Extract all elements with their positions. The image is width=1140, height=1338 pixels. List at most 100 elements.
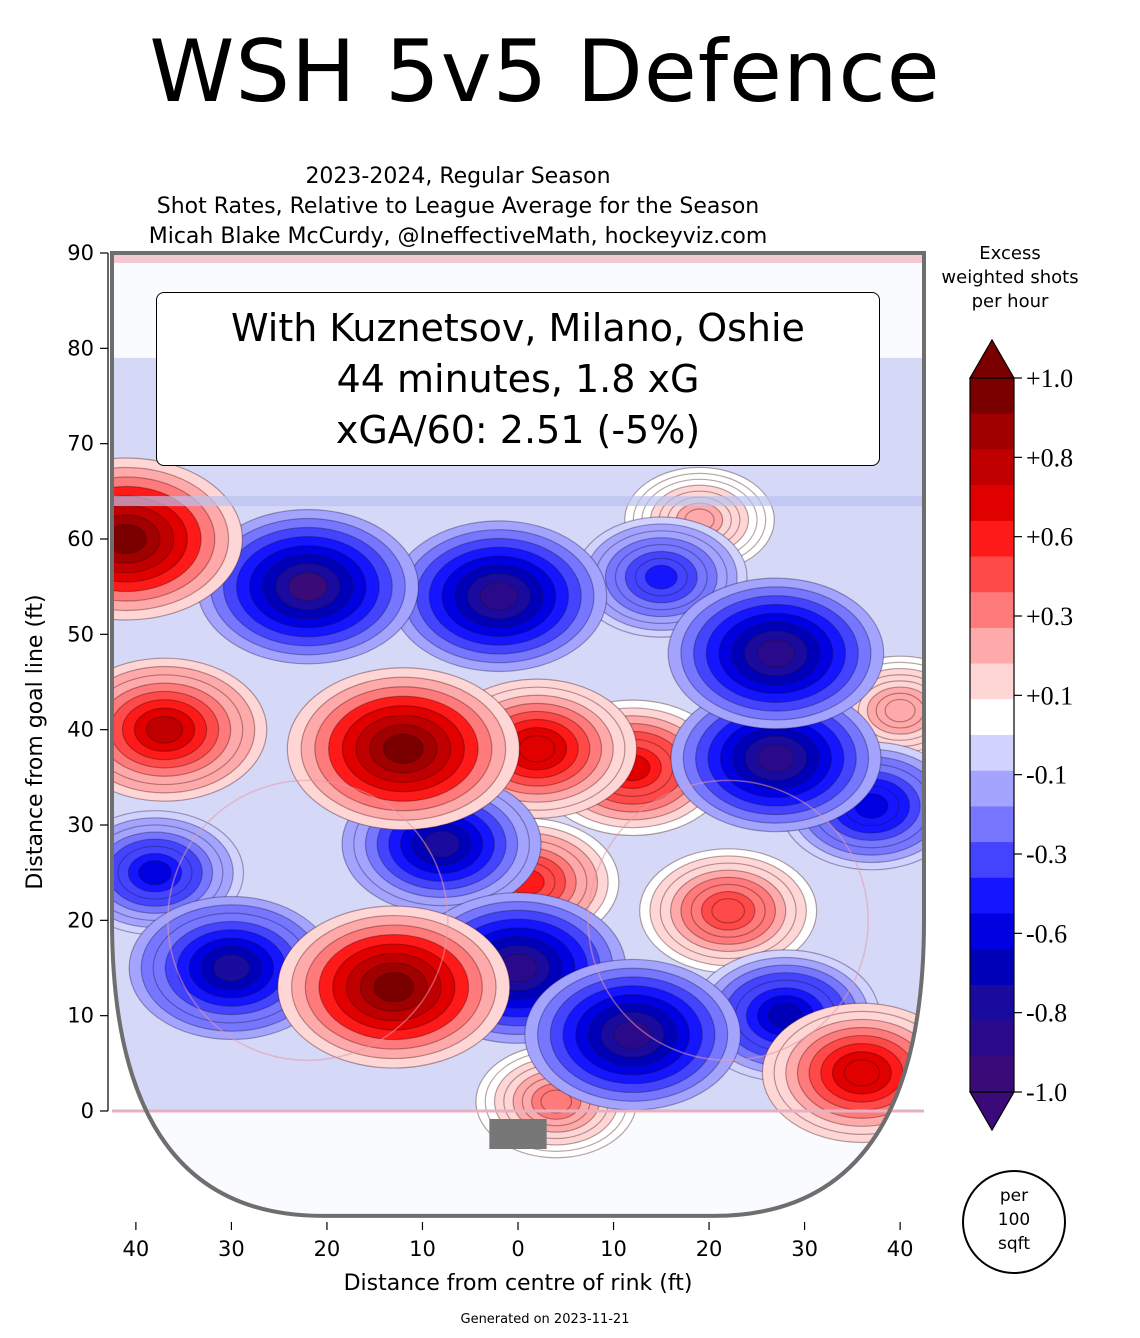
colorbar-tick-label: +0.3: [1026, 602, 1073, 631]
colorbar-swatch: [970, 770, 1014, 807]
heatmap-layer: [112, 357, 924, 1159]
hotspot-deficit: [670, 684, 882, 833]
contour-band: [112, 523, 147, 555]
hotspot-excess: [286, 667, 520, 831]
colorbar-swatch: [970, 378, 1014, 415]
colorbar-max-arrow: [968, 338, 1016, 379]
x-tick-label: 10: [600, 1237, 627, 1261]
x-tick-label: 30: [218, 1237, 245, 1261]
y-axis-label: Distance from goal line (ft): [23, 594, 48, 889]
contour-band: [288, 572, 328, 602]
y-tick-label: 70: [67, 432, 94, 456]
contour-band: [644, 564, 678, 590]
subtitle-metric: Shot Rates, Relative to League Average f…: [156, 194, 760, 219]
unit-badge: per 100 sqft: [962, 1170, 1066, 1274]
x-tick-label: 30: [791, 1237, 818, 1261]
x-tick-label: 40: [887, 1237, 914, 1261]
hotspot-excess: [761, 1002, 924, 1144]
contour-band: [373, 971, 415, 1003]
contour-band: [767, 1002, 804, 1029]
y-tick-label: 90: [67, 241, 94, 265]
hotspot-deficit: [667, 577, 885, 730]
subtitle-author: Micah Blake McCurdy, @IneffectiveMath, h…: [148, 224, 768, 249]
hotspot-deficit: [390, 520, 608, 673]
contour-band: [843, 1059, 881, 1087]
colorbar-swatch: [970, 485, 1014, 522]
colorbar-swatch: [970, 949, 1014, 986]
colorbar-swatch: [970, 556, 1014, 593]
contour-band: [518, 735, 556, 763]
colorbar-tick-label: -0.1: [1026, 761, 1067, 790]
colorbar-min-arrow: [968, 1091, 1016, 1132]
colorbar-tick-label: -0.3: [1026, 840, 1067, 869]
unit-line: 100: [997, 1210, 1031, 1230]
x-tick-label: 40: [123, 1237, 150, 1261]
colorbar-tick-label: -1.0: [1026, 1078, 1067, 1107]
colorbar-swatch: [970, 627, 1014, 665]
blue-line: [112, 496, 924, 507]
x-tick-label: 20: [696, 1237, 723, 1261]
contour-band: [138, 859, 172, 886]
center-red-line: [112, 253, 924, 263]
colorbar-swatch: [970, 913, 1014, 950]
goal-net: [489, 1119, 547, 1149]
faceoff-circle-left: [167, 779, 449, 1062]
contour-band: [423, 830, 460, 858]
colorbar-tick-label: +0.8: [1026, 443, 1073, 472]
contour-band: [383, 733, 424, 764]
rink-boards: [110, 251, 926, 1218]
hotspot-deficit: [196, 508, 419, 665]
colorbar-swatch: [970, 806, 1014, 843]
colorbar-swatch: [970, 842, 1014, 879]
colorbar-tick-label: +0.1: [1026, 681, 1073, 710]
contour-band: [756, 639, 796, 668]
colorbar-swatch: [970, 449, 1014, 486]
x-axis-label: Distance from centre of rink (ft): [344, 1271, 693, 1296]
unit-line: sqft: [998, 1234, 1030, 1254]
colorbar-swatch: [970, 592, 1014, 629]
contour-band: [756, 744, 795, 773]
contour-band: [540, 1089, 573, 1114]
colorbar-swatch: [970, 735, 1014, 772]
y-tick-label: 80: [67, 336, 94, 360]
contour-band: [212, 954, 251, 982]
x-tick-label: 0: [511, 1237, 524, 1261]
colorbar-title: Excess weighted shots per hour: [925, 242, 1095, 314]
unit-line: per: [999, 1186, 1029, 1206]
info-box: With Kuznetsov, Milano, Oshie 44 minutes…: [156, 292, 880, 466]
y-tick-label: 40: [67, 718, 94, 742]
colorbar-tick-label: +0.6: [1026, 523, 1073, 552]
colorbar-tick-label: -0.6: [1026, 919, 1067, 948]
contour-band: [711, 898, 746, 924]
contour-band: [613, 1020, 652, 1050]
chart-title: WSH 5v5 Defence: [149, 22, 941, 122]
hotspot-excess: [277, 905, 511, 1069]
hotspot-deficit: [574, 516, 748, 638]
contour-band: [884, 698, 916, 723]
colorbar-tick-label: +1.0: [1026, 364, 1073, 393]
info-line-minutes: 44 minutes, 1.8 xG: [336, 357, 700, 401]
colorbar-swatch: [970, 1020, 1014, 1057]
colorbar-swatch: [970, 663, 1014, 700]
contour-band: [145, 715, 184, 744]
colorbar-tick-label: -0.8: [1026, 999, 1067, 1028]
generated-footer: Generated on 2023-11-21: [460, 1312, 630, 1327]
hotspot-excess: [639, 848, 818, 974]
colorbar-swatch: [970, 413, 1014, 450]
contour-band: [479, 581, 519, 611]
y-tick-label: 60: [67, 527, 94, 551]
x-tick-label: 10: [409, 1237, 436, 1261]
colorbar-swatch: [970, 1056, 1014, 1093]
colorbar-title-line: Excess: [979, 243, 1041, 264]
colorbar-frame: [969, 377, 1015, 1093]
y-tick-label: 10: [67, 1004, 94, 1028]
colorbar-swatch: [970, 984, 1014, 1022]
colorbar-title-line: weighted shots: [941, 267, 1079, 288]
colorbar-swatch: [970, 877, 1014, 914]
hotspot-deficit: [524, 958, 741, 1111]
subtitle-season: 2023-2024, Regular Season: [305, 164, 611, 189]
faceoff-circle-right: [587, 779, 869, 1062]
y-tick-label: 0: [81, 1099, 94, 1123]
x-tick-label: 20: [314, 1237, 341, 1261]
